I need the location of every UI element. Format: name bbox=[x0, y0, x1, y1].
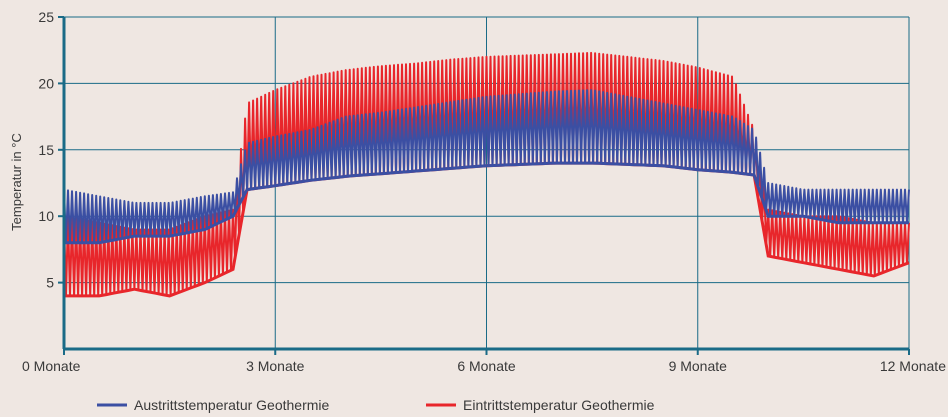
legend-item: Austrittstemperatur Geothermie bbox=[97, 397, 330, 413]
series-line bbox=[63, 51, 910, 297]
series-line bbox=[63, 89, 910, 244]
x-tick-label: 12 Monate bbox=[880, 358, 946, 374]
y-tick-label: 10 bbox=[38, 208, 54, 224]
tick-labels: 5 10 15 20 25 0 Monate 3 Monate 6 Monate 9 Monat… bbox=[22, 9, 946, 374]
chart-axes bbox=[58, 16, 910, 355]
y-tick-label: 25 bbox=[38, 9, 54, 25]
y-tick-label: 15 bbox=[38, 142, 54, 158]
x-tick-label: 3 Monate bbox=[246, 358, 305, 374]
legend-item: Eintrittstemperatur Geothermie bbox=[426, 397, 655, 413]
chart-legend: Austrittstemperatur Geothermie Eintrittst… bbox=[97, 397, 655, 413]
series-layer bbox=[63, 51, 910, 298]
y-tick-label: 20 bbox=[38, 75, 54, 91]
legend-label: Eintrittstemperatur Geothermie bbox=[463, 397, 655, 413]
series-austritt bbox=[63, 89, 910, 245]
x-tick-label: 9 Monate bbox=[669, 358, 728, 374]
series-baseline bbox=[64, 161, 909, 245]
x-tick-label: 0 Monate bbox=[22, 358, 81, 374]
legend-label: Austrittstemperatur Geothermie bbox=[134, 397, 330, 413]
y-tick-label: 5 bbox=[46, 275, 54, 291]
y-axis-title: Temperatur in °C bbox=[9, 133, 24, 231]
x-tick-label: 6 Monate bbox=[457, 358, 516, 374]
